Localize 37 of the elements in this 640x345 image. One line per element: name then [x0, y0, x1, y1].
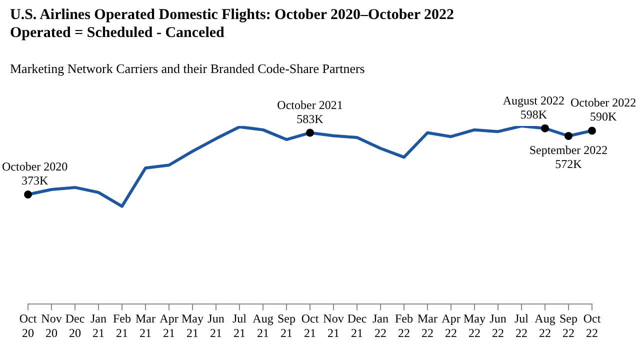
x-tick-label: May 22	[464, 312, 486, 340]
x-tick-label: Jul 22	[514, 312, 530, 340]
x-tick-label: Oct 22	[583, 312, 602, 340]
chart-title: U.S. Airlines Operated Domestic Flights: October 2020–October 2022 Operated = Scheduled - Canceled	[10, 6, 454, 42]
x-tick-label: Dec 21	[347, 312, 367, 340]
x-tick-label: Apr 21	[160, 312, 178, 340]
x-tick-label: Feb 21	[113, 312, 131, 340]
chart-subtitle: Marketing Network Carriers and their Branded Code-Share Partners	[10, 61, 365, 77]
x-tick-label: Sep 21	[278, 312, 296, 340]
x-tick-label: Oct 21	[301, 312, 320, 340]
x-tick-label: Oct 20	[19, 312, 38, 340]
x-tick-label: Aug 21	[252, 312, 274, 340]
text: October 2021	[277, 98, 343, 112]
x-tick-label: Jun 22	[490, 312, 506, 340]
x-tick-label: Aug 22	[534, 312, 556, 340]
x-tick-label: Sep 22	[560, 312, 578, 340]
text: August 2022	[502, 93, 565, 108]
x-tick-label: Jun 21	[208, 312, 224, 340]
x-tick-label: Nov 20	[41, 312, 62, 340]
x-tick-label: Mar 22	[418, 312, 438, 340]
x-tick-label: Mar 21	[136, 312, 156, 340]
x-tick-label: Nov 21	[323, 312, 344, 340]
x-tick-label: Dec 20	[65, 312, 85, 340]
x-tick-label: Jan 21	[90, 312, 106, 340]
data-label: 598K	[520, 107, 548, 122]
x-tick-label: Apr 22	[442, 312, 460, 340]
annotation: October 2020	[2, 160, 68, 174]
data-label: 373K	[21, 174, 48, 188]
x-tick-label: Jul 21	[232, 312, 248, 340]
annotation: September 2022	[529, 143, 608, 157]
data-label: 583K	[296, 112, 324, 126]
data-label: 590K	[590, 110, 617, 124]
x-tick-label: Feb 22	[395, 312, 413, 340]
x-tick-label: Jan 22	[372, 312, 388, 340]
text: October 2022	[570, 96, 636, 110]
x-tick-label: May 21	[182, 312, 204, 340]
data-label: 572K	[555, 157, 582, 171]
